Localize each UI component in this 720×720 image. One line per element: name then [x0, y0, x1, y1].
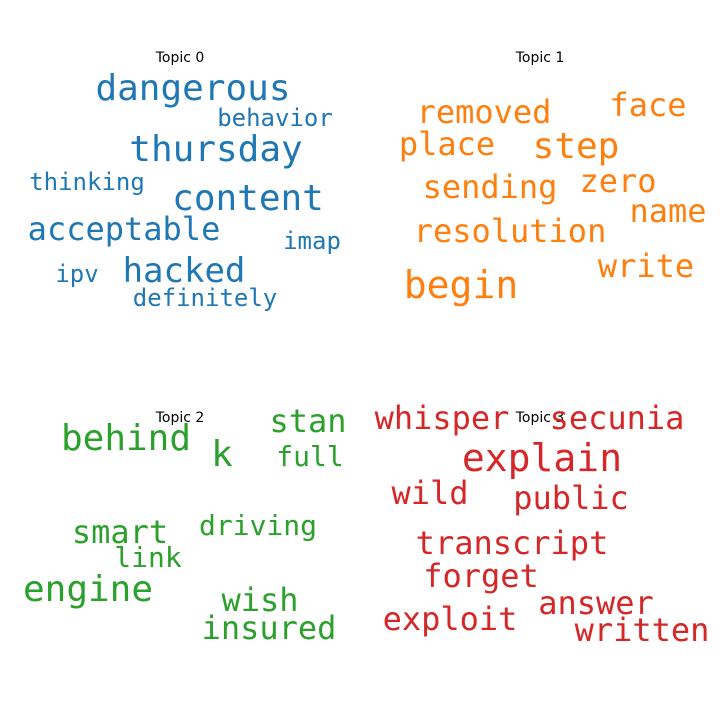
topic-0-word-behavior: behavior — [217, 104, 333, 132]
topic-0-word-thinking: thinking — [29, 168, 145, 196]
topic-0-panel: Topic 0 dangerous behavior thursday thinkin… — [0, 0, 360, 360]
topic-1-word-name: name — [629, 192, 707, 230]
topic-2-word-behind: behind — [60, 418, 192, 459]
topic-1-word-face: face — [609, 86, 687, 124]
topic-2-word-smart: smart — [71, 513, 169, 551]
topic-1-word-sending: sending — [422, 168, 558, 206]
topic-0-word-dangerous: dangerous — [95, 68, 291, 109]
topic-2-word-k: k — [211, 434, 233, 475]
topic-2-title: Topic 2 — [155, 410, 205, 426]
topic-3-word-answer: answer — [538, 584, 654, 622]
topic-3-word-transcript: transcript — [415, 524, 609, 562]
topic-3-word-forget: forget — [423, 557, 539, 595]
topic-0-word-imap: imap — [283, 227, 341, 255]
topic-3-title: Topic 3 — [515, 410, 565, 426]
topic-1-word-resolution: resolution — [413, 212, 607, 250]
topic-0-word-content: content — [172, 178, 324, 219]
topic-1-word-step: step — [532, 126, 620, 167]
topic-1-title: Topic 1 — [515, 50, 565, 66]
topic-0-title: Topic 0 — [155, 50, 205, 66]
topic-3-word-wild: wild — [391, 474, 469, 512]
topic-2-word-driving: driving — [198, 509, 318, 542]
topic-2-word-link: link — [114, 541, 182, 574]
topic-1-word-zero: zero — [579, 162, 657, 200]
topic-2-word-wish: wish — [221, 581, 299, 619]
topic-2-word-engine: engine — [22, 569, 154, 610]
topic-2-word-stan: stan — [269, 402, 347, 440]
topic-3-word-written: written — [574, 611, 710, 649]
topic-3-word-explain: explain — [461, 436, 623, 480]
topic-1-word-removed: removed — [416, 93, 552, 131]
topic-2-panel: Topic 2 behind stan k full smart driving link e… — [0, 360, 360, 720]
topic-3-word-exploit: exploit — [382, 600, 518, 638]
topic-0-word-acceptable: acceptable — [27, 210, 221, 248]
topic-0-word-ipv: ipv — [55, 260, 99, 288]
topic-3-word-public: public — [513, 479, 629, 517]
topic-1-panel: Topic 1 removed face place step sending zero n… — [360, 0, 720, 360]
topic-1-word-begin: begin — [403, 263, 519, 307]
topic-0-word-hacked: hacked — [122, 251, 246, 291]
topic-1-word-write: write — [597, 247, 695, 285]
topic-1-word-place: place — [398, 125, 496, 163]
topic-0-word-definitely: definitely — [132, 284, 278, 312]
topic-3-panel: Topic 3 whisper secunia explain wild public t… — [360, 360, 720, 720]
topic-2-word-full: full — [276, 440, 344, 473]
topic-0-word-thursday: thursday — [129, 129, 303, 170]
topic-3-word-secunia: secunia — [549, 399, 685, 437]
topic-2-word-insured: insured — [201, 609, 337, 647]
topic-3-word-whisper: whisper — [374, 399, 510, 437]
